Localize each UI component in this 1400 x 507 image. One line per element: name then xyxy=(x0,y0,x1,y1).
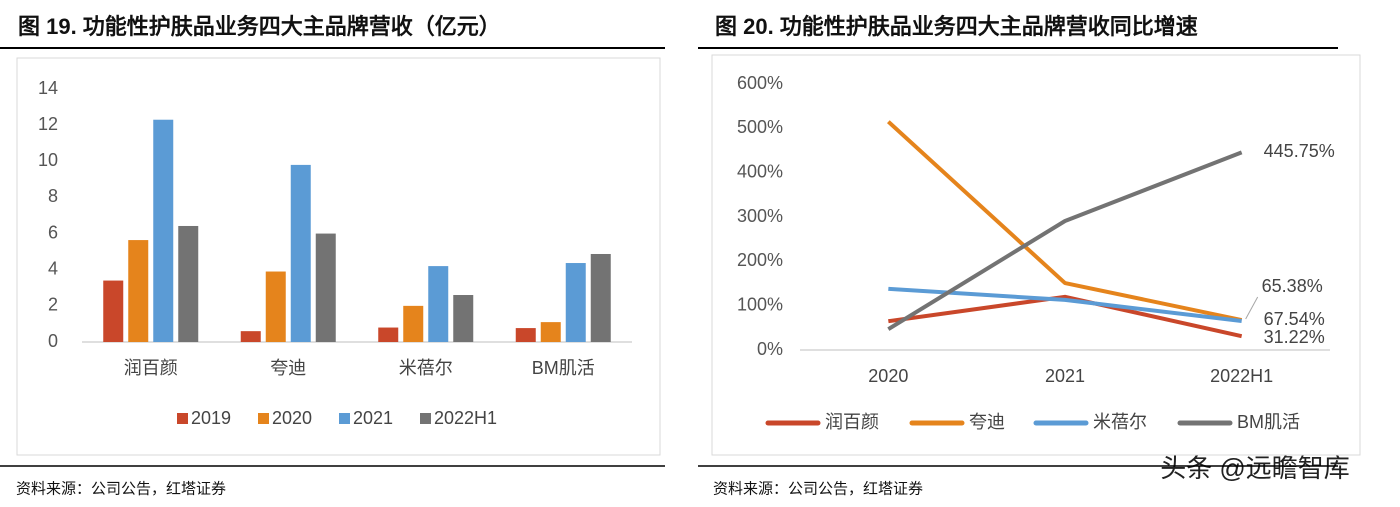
line xyxy=(888,294,1243,339)
line xyxy=(887,150,1243,331)
bar xyxy=(153,119,174,342)
legend-label: 润百颜 xyxy=(825,412,879,432)
y-tick-label: 500% xyxy=(737,117,783,137)
x-tick-label: 2020 xyxy=(868,366,908,386)
bar xyxy=(540,322,561,342)
leader-line xyxy=(1245,296,1259,320)
y-tick-label: 12 xyxy=(38,114,58,134)
watermark: 头条 @远瞻智库 xyxy=(1160,453,1350,483)
x-tick-label: BM肌活 xyxy=(532,358,595,378)
legend-swatch xyxy=(339,413,350,424)
legend-label: 2021 xyxy=(353,408,393,428)
bar xyxy=(515,328,536,342)
legend-label: 米蓓尔 xyxy=(1093,412,1147,432)
legend-label: 2019 xyxy=(191,408,231,428)
line xyxy=(888,286,1242,324)
y-tick-label: 14 xyxy=(38,78,58,98)
bar xyxy=(378,327,399,342)
x-tick-label: 2021 xyxy=(1045,366,1085,386)
data-label: 445.75% xyxy=(1264,141,1335,161)
source: 资料来源：公司公告，红塔证券 xyxy=(16,480,226,497)
y-tick-label: 8 xyxy=(48,186,58,206)
y-tick-label: 4 xyxy=(48,258,58,278)
x-tick-label: 润百颜 xyxy=(124,358,178,378)
x-tick-label: 2022H1 xyxy=(1210,366,1273,386)
y-tick-label: 0 xyxy=(48,331,58,351)
bar xyxy=(240,331,261,342)
data-label: 67.54% xyxy=(1264,309,1325,329)
legend-swatch xyxy=(258,413,269,424)
bar xyxy=(290,164,311,342)
y-tick-label: 100% xyxy=(737,294,783,314)
y-tick-label: 600% xyxy=(737,73,783,93)
bar xyxy=(265,271,286,342)
data-label: 65.38% xyxy=(1262,276,1323,296)
legend-label: 2020 xyxy=(272,408,312,428)
figure-title: 图 20. 功能性护肤品业务四大主品牌营收同比增速 xyxy=(715,14,1198,39)
x-tick-label: 米蓓尔 xyxy=(399,358,453,378)
chart-frame xyxy=(16,57,661,456)
bar xyxy=(178,225,199,342)
x-tick-label: 夸迪 xyxy=(270,358,306,378)
y-tick-label: 200% xyxy=(737,250,783,270)
chart-frame xyxy=(711,54,1361,456)
y-tick-label: 2 xyxy=(48,295,58,315)
bar xyxy=(103,280,124,342)
legend-label: 2022H1 xyxy=(434,408,497,428)
bar xyxy=(428,266,449,342)
y-tick-label: 6 xyxy=(48,222,58,242)
legend-label: BM肌活 xyxy=(1237,412,1300,432)
bar xyxy=(128,240,149,342)
legend-swatch xyxy=(420,413,431,424)
bar xyxy=(453,295,474,342)
y-tick-label: 300% xyxy=(737,206,783,226)
bar xyxy=(565,263,586,342)
source: 资料来源：公司公告，红塔证券 xyxy=(713,480,923,497)
figure-title: 图 19. 功能性护肤品业务四大主品牌营收（亿元） xyxy=(18,14,501,39)
bar xyxy=(403,305,424,342)
legend-swatch xyxy=(177,413,188,424)
data-label: 31.22% xyxy=(1264,327,1325,347)
y-tick-label: 400% xyxy=(737,161,783,181)
line xyxy=(886,120,1243,323)
bar xyxy=(590,253,611,342)
y-tick-label: 10 xyxy=(38,150,58,170)
bar xyxy=(315,233,336,342)
y-tick-label: 0% xyxy=(757,339,783,359)
legend-label: 夸迪 xyxy=(969,412,1005,432)
